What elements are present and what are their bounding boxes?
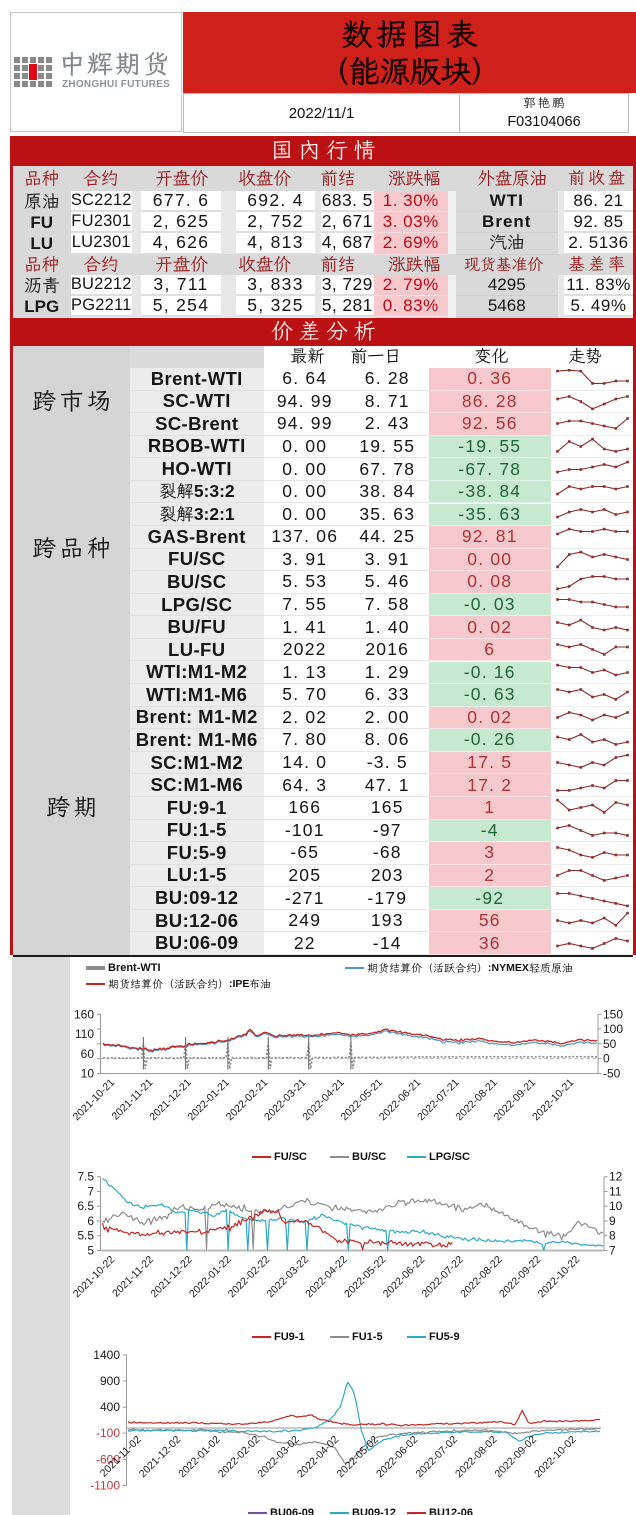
svg-text:400: 400 <box>100 1400 120 1414</box>
svg-text:8: 8 <box>609 1229 616 1243</box>
svg-text:2022-10-02: 2022-10-02 <box>532 1434 579 1481</box>
svg-text:2022-09-02: 2022-09-02 <box>493 1434 540 1481</box>
svg-text:900: 900 <box>100 1374 120 1388</box>
svg-text:10: 10 <box>81 1067 95 1081</box>
svg-text:6.5: 6.5 <box>77 1199 94 1213</box>
svg-text:0: 0 <box>603 1052 610 1066</box>
svg-text:2022-04-02: 2022-04-02 <box>295 1434 342 1481</box>
svg-text:11: 11 <box>609 1185 622 1199</box>
svg-text:2022-07-02: 2022-07-02 <box>414 1434 461 1481</box>
svg-text:2022-08-02: 2022-08-02 <box>453 1434 500 1481</box>
svg-text:6: 6 <box>87 1214 94 1228</box>
svg-text:9: 9 <box>609 1214 616 1228</box>
svg-text:160: 160 <box>74 1007 94 1021</box>
svg-text:7: 7 <box>87 1185 94 1199</box>
svg-text:110: 110 <box>75 1027 94 1041</box>
svg-text:-1100: -1100 <box>90 1479 120 1493</box>
svg-text:7.5: 7.5 <box>77 1170 94 1184</box>
svg-text:7: 7 <box>609 1244 616 1258</box>
svg-text:-100: -100 <box>96 1426 120 1440</box>
svg-text:100: 100 <box>603 1022 623 1036</box>
svg-text:2021-12-02: 2021-12-02 <box>137 1434 184 1481</box>
svg-text:-600: -600 <box>96 1452 120 1466</box>
svg-text:150: 150 <box>603 1007 623 1021</box>
svg-text:2022-01-02: 2022-01-02 <box>176 1434 223 1481</box>
svg-text:1400: 1400 <box>93 1348 120 1362</box>
svg-text:10: 10 <box>609 1199 623 1213</box>
svg-text:-50: -50 <box>603 1066 621 1080</box>
svg-text:12: 12 <box>609 1170 623 1184</box>
svg-text:50: 50 <box>603 1037 617 1051</box>
svg-text:5: 5 <box>87 1244 94 1258</box>
svg-text:2022-06-02: 2022-06-02 <box>374 1434 421 1481</box>
svg-text:5.5: 5.5 <box>77 1229 94 1243</box>
svg-text:60: 60 <box>81 1047 95 1061</box>
